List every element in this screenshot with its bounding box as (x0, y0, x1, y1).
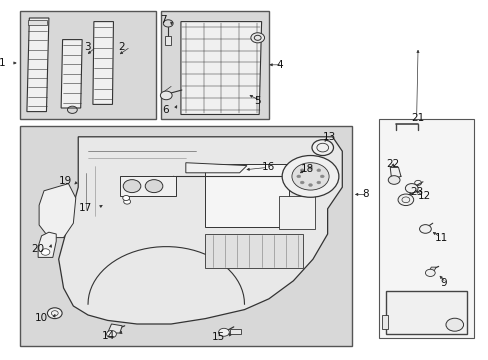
Bar (165, 36, 171, 45)
Circle shape (160, 91, 172, 100)
Circle shape (282, 156, 338, 197)
Bar (28, 20, 47, 25)
Polygon shape (107, 324, 122, 333)
Circle shape (316, 181, 320, 184)
Circle shape (320, 175, 324, 178)
Circle shape (122, 195, 129, 201)
Circle shape (425, 269, 434, 276)
Circle shape (419, 225, 430, 233)
Text: 14: 14 (102, 330, 115, 341)
Circle shape (397, 194, 413, 206)
Text: 21: 21 (410, 113, 423, 123)
Bar (386, 291, 466, 334)
Text: 13: 13 (322, 132, 335, 142)
Bar (205, 234, 303, 268)
Circle shape (308, 166, 312, 169)
Bar (205, 164, 288, 227)
Text: 11: 11 (434, 233, 447, 243)
Text: 10: 10 (35, 312, 48, 323)
Bar (20, 126, 351, 346)
Circle shape (123, 199, 130, 204)
Polygon shape (389, 167, 400, 178)
Text: 15: 15 (211, 332, 224, 342)
Circle shape (387, 176, 399, 184)
Polygon shape (185, 163, 246, 173)
Circle shape (300, 169, 304, 172)
Bar (20, 11, 156, 119)
Bar (229, 329, 240, 334)
Text: 16: 16 (261, 162, 274, 172)
Bar (161, 11, 268, 119)
Circle shape (308, 184, 312, 186)
Circle shape (291, 163, 328, 190)
Circle shape (445, 318, 463, 331)
Text: 5: 5 (254, 96, 261, 106)
Polygon shape (27, 18, 49, 112)
Circle shape (145, 180, 163, 193)
Circle shape (296, 175, 300, 178)
Text: 8: 8 (361, 189, 368, 199)
Circle shape (41, 249, 50, 255)
Polygon shape (38, 232, 56, 257)
Text: 17: 17 (79, 203, 92, 213)
Circle shape (316, 169, 320, 172)
Text: 4: 4 (276, 60, 283, 70)
Text: 2: 2 (118, 42, 124, 52)
Polygon shape (59, 137, 342, 324)
Circle shape (250, 33, 264, 43)
Polygon shape (61, 40, 82, 108)
Text: 22: 22 (386, 159, 399, 169)
Text: 3: 3 (83, 42, 90, 52)
Text: 19: 19 (59, 176, 72, 186)
Circle shape (47, 308, 62, 319)
Circle shape (218, 328, 229, 336)
Polygon shape (93, 22, 113, 104)
Text: 6: 6 (162, 105, 168, 115)
Circle shape (300, 181, 304, 184)
Text: 12: 12 (417, 191, 430, 201)
Circle shape (123, 180, 141, 193)
Text: 7: 7 (159, 15, 166, 25)
Text: 1: 1 (0, 58, 6, 68)
Polygon shape (181, 22, 261, 114)
Text: 23: 23 (409, 186, 422, 197)
Text: 20: 20 (31, 244, 44, 254)
Bar (378, 119, 473, 338)
Polygon shape (428, 267, 435, 271)
Bar (382, 315, 387, 329)
Text: 18: 18 (300, 164, 313, 174)
Circle shape (311, 140, 333, 156)
Polygon shape (39, 184, 76, 238)
Circle shape (106, 330, 116, 338)
Circle shape (405, 184, 417, 193)
Bar (120, 176, 176, 196)
Bar (278, 196, 315, 229)
Text: 9: 9 (439, 278, 446, 288)
